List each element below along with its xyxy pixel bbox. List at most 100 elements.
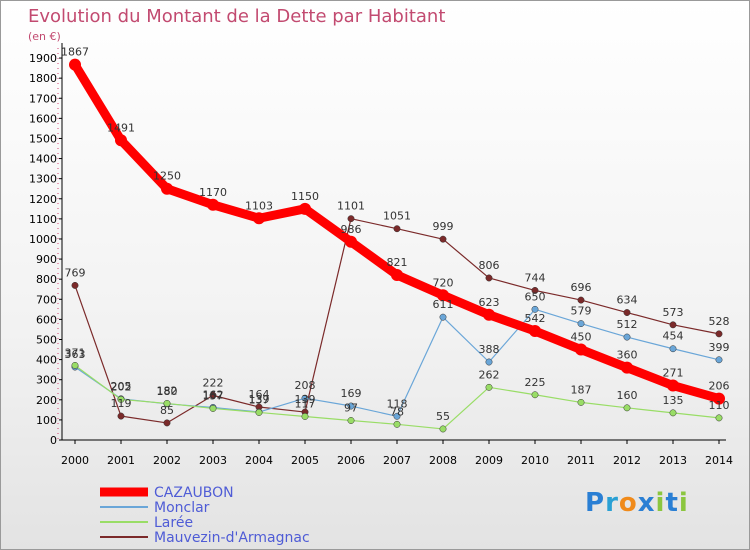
data-point xyxy=(299,202,311,215)
data-label: 208 xyxy=(295,379,316,392)
data-label: 611 xyxy=(433,298,454,311)
data-label: 986 xyxy=(341,223,362,236)
legend-label: Mauvezin-d'Armagnac xyxy=(154,530,310,546)
data-point xyxy=(621,361,633,374)
data-label: 117 xyxy=(295,397,316,410)
y-tick-label: 1300 xyxy=(29,173,57,186)
data-point xyxy=(347,215,355,223)
data-label: 164 xyxy=(249,388,270,401)
data-point xyxy=(253,212,265,225)
data-point xyxy=(439,313,447,321)
x-tick-label: 2011 xyxy=(567,454,595,467)
data-label: 1250 xyxy=(153,170,181,183)
data-label: 135 xyxy=(663,394,684,407)
x-tick-label: 2000 xyxy=(61,454,89,467)
data-point xyxy=(393,420,401,428)
data-point xyxy=(483,308,495,321)
data-point xyxy=(485,274,493,282)
x-tick-label: 2007 xyxy=(383,454,411,467)
data-label: 118 xyxy=(387,397,408,410)
data-label: 528 xyxy=(709,315,730,328)
data-point xyxy=(161,182,173,195)
data-point xyxy=(163,399,171,407)
data-label: 78 xyxy=(390,405,404,418)
data-point xyxy=(347,402,355,410)
data-label: 55 xyxy=(436,410,450,423)
data-point xyxy=(715,414,723,422)
data-point xyxy=(577,320,585,328)
data-point xyxy=(71,281,79,289)
data-point xyxy=(531,391,539,399)
data-point xyxy=(115,134,127,147)
data-label: 363 xyxy=(65,348,86,361)
data-label: 744 xyxy=(525,271,546,284)
y-tick-label: 900 xyxy=(36,253,57,266)
y-tick-label: 1800 xyxy=(29,72,57,85)
data-point xyxy=(715,330,723,338)
y-tick-label: 400 xyxy=(36,354,57,367)
y-tick-label: 300 xyxy=(36,374,57,387)
data-label: 182 xyxy=(157,384,178,397)
data-label: 388 xyxy=(479,343,500,356)
data-point xyxy=(439,235,447,243)
data-point xyxy=(209,391,217,399)
data-label: 139 xyxy=(249,393,270,406)
legend-label: Monclar xyxy=(154,500,210,516)
data-label: 450 xyxy=(571,331,592,344)
data-label: 180 xyxy=(157,385,178,398)
data-label: 225 xyxy=(525,376,546,389)
data-label: 162 xyxy=(203,388,224,401)
data-label: 720 xyxy=(433,276,454,289)
y-tick-label: 1900 xyxy=(29,52,57,65)
data-point xyxy=(347,417,355,424)
y-tick-label: 700 xyxy=(36,293,57,306)
data-label: 454 xyxy=(663,330,684,343)
x-tick-label: 2008 xyxy=(429,454,457,467)
data-point xyxy=(485,383,493,391)
data-point xyxy=(393,412,401,420)
data-label: 1103 xyxy=(245,199,273,212)
y-tick-label: 1600 xyxy=(29,112,57,125)
y-tick-label: 0 xyxy=(50,434,57,447)
data-label: 542 xyxy=(525,312,546,325)
data-point xyxy=(669,345,677,353)
y-tick-label: 200 xyxy=(36,394,57,407)
data-label: 119 xyxy=(111,397,132,410)
data-label: 1491 xyxy=(107,121,135,134)
y-tick-label: 800 xyxy=(36,273,57,286)
data-label: 650 xyxy=(525,290,546,303)
y-tick-label: 1200 xyxy=(29,193,57,206)
y-tick-label: 100 xyxy=(36,414,57,427)
data-point xyxy=(163,419,171,427)
data-label: 1170 xyxy=(199,186,227,199)
data-point xyxy=(301,413,309,420)
data-label: 399 xyxy=(709,341,730,354)
data-label: 206 xyxy=(709,380,730,393)
data-label: 999 xyxy=(433,220,454,233)
data-point xyxy=(669,321,677,329)
data-label: 806 xyxy=(479,259,500,272)
data-point xyxy=(301,394,309,402)
data-label: 97 xyxy=(344,402,358,415)
series-layer xyxy=(69,58,725,433)
data-label: 271 xyxy=(663,367,684,380)
chart-title: Evolution du Montant de la Dette par Hab… xyxy=(28,6,445,27)
data-point xyxy=(255,409,263,416)
data-label: 1051 xyxy=(383,210,411,223)
data-point xyxy=(209,404,217,412)
data-point xyxy=(345,235,357,248)
data-label: 1150 xyxy=(291,190,319,203)
data-label: 623 xyxy=(479,296,500,309)
data-label: 696 xyxy=(571,281,592,294)
data-label: 634 xyxy=(617,294,638,307)
x-tick-label: 2010 xyxy=(521,454,549,467)
data-point xyxy=(577,296,585,304)
y-tick-label: 600 xyxy=(36,313,57,326)
x-tick-label: 2005 xyxy=(291,454,319,467)
data-label: 187 xyxy=(571,383,592,396)
data-label: 371 xyxy=(65,346,86,359)
data-point xyxy=(529,325,541,338)
